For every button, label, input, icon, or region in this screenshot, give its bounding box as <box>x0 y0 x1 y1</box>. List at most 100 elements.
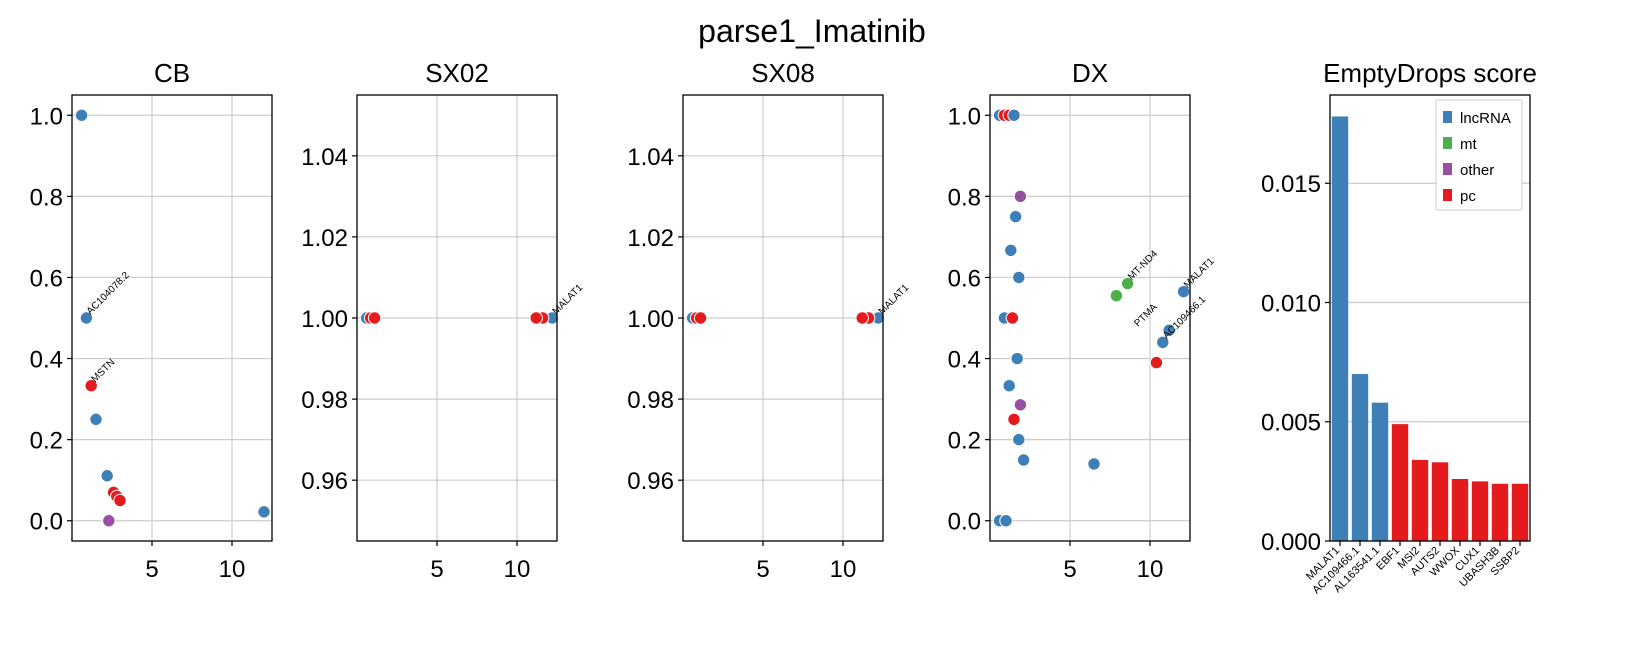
data-point <box>529 311 543 325</box>
data-point <box>79 311 94 325</box>
data-point <box>1013 189 1028 204</box>
x-tick-label: 5 <box>1063 556 1076 583</box>
bar <box>1491 483 1509 541</box>
x-tick-label: 10 <box>1137 556 1164 583</box>
data-point <box>74 108 89 122</box>
y-tick-label: 1.02 <box>301 225 348 252</box>
y-tick-label: 0.98 <box>627 387 674 414</box>
panel-sx08: SX08 0.96 0.98 1.00 1.02 1.04 5 10 MALAT1 <box>627 58 911 583</box>
axes-frame <box>989 94 1191 542</box>
panel-cb: CB 0.0 0.2 0.4 0.6 0.8 1.0 5 10 AC104078.2 MSTN <box>30 58 273 583</box>
bar <box>1511 483 1529 541</box>
data-point <box>89 412 103 427</box>
y-tick-label: 1.02 <box>627 225 674 252</box>
point-label: MSTN <box>90 357 118 385</box>
x-tick-label: EBF1 <box>1374 545 1402 573</box>
axes-frame <box>682 94 884 542</box>
x-tick-label: 5 <box>145 556 158 583</box>
y-tick-label: 0.0 <box>948 509 981 536</box>
bar <box>1471 481 1489 541</box>
bar <box>1351 374 1369 541</box>
point-label: AC109466.1 <box>1161 294 1208 341</box>
legend-label-pc: pc <box>1460 188 1476 205</box>
data-point <box>1120 276 1135 291</box>
data-point <box>1007 108 1021 122</box>
y-tick-label: 0.000 <box>1261 529 1321 556</box>
point-label: MALAT1 <box>1182 256 1217 291</box>
bar <box>1371 402 1389 541</box>
data-point <box>1013 398 1028 412</box>
legend-swatch-pc <box>1443 189 1452 201</box>
data-point <box>100 469 114 483</box>
y-tick-label: 0.010 <box>1261 290 1321 317</box>
data-point <box>84 379 98 393</box>
y-tick-label: 1.00 <box>301 306 348 333</box>
data-point <box>102 514 116 528</box>
data-point <box>1162 323 1176 337</box>
x-tick-label: 5 <box>756 556 769 583</box>
point-label: MALAT1 <box>877 282 912 317</box>
data-point <box>1002 379 1016 393</box>
panel-emptydrops-score: EmptyDrops score0.0000.0050.0100.015MALA… <box>1261 58 1537 596</box>
legend-label-lncrna: lncRNA <box>1460 110 1511 127</box>
data-point <box>1010 351 1024 366</box>
legend-box <box>1435 99 1523 211</box>
data-point <box>1004 243 1018 257</box>
y-tick-label: 0.6 <box>948 265 981 292</box>
legend: lncRNA mt other pc <box>1435 99 1523 211</box>
y-tick-label: 0.0 <box>30 509 63 536</box>
data-point <box>1005 311 1020 325</box>
panel-title: EmptyDrops score <box>1323 58 1537 88</box>
point-label: PTMA <box>1132 302 1160 330</box>
panel-title: SX02 <box>425 58 489 88</box>
data-point <box>999 514 1013 528</box>
y-tick-label: 0.2 <box>30 428 63 455</box>
y-tick-label: 0.96 <box>627 468 674 495</box>
point-label: AC104078.2 <box>85 270 132 317</box>
bar <box>1411 459 1429 541</box>
y-tick-label: 0.8 <box>30 184 63 211</box>
figure-title: parse1_Imatinib <box>698 13 926 49</box>
data-point <box>1109 289 1124 303</box>
legend-swatch-mt <box>1443 137 1452 149</box>
data-point <box>1012 432 1026 447</box>
panel-sx02: SX02 0.96 0.98 1.00 1.02 1.04 5 10 MALAT1 <box>301 58 585 583</box>
x-tick-label: 10 <box>830 556 857 583</box>
y-tick-label: 1.0 <box>948 103 981 130</box>
axes-frame <box>356 94 558 542</box>
data-point <box>257 505 271 519</box>
x-tick-label: 10 <box>219 556 246 583</box>
data-point <box>367 311 382 325</box>
y-tick-label: 1.04 <box>301 144 348 171</box>
legend-label-other: other <box>1460 162 1494 179</box>
x-tick-label: 10 <box>504 556 531 583</box>
data-point <box>1007 412 1021 427</box>
y-tick-label: 0.96 <box>301 468 348 495</box>
data-point <box>693 311 708 325</box>
legend-label-mt: mt <box>1460 136 1477 153</box>
data-point <box>855 311 869 325</box>
data-point <box>1012 270 1026 285</box>
bar <box>1391 424 1409 541</box>
bar <box>1451 478 1469 541</box>
y-tick-label: 0.8 <box>948 184 981 211</box>
data-point <box>1149 355 1164 370</box>
y-tick-label: 0.6 <box>30 265 63 292</box>
data-point <box>1087 457 1101 471</box>
y-tick-label: 0.015 <box>1261 171 1321 198</box>
panel-title: CB <box>154 58 190 88</box>
y-tick-label: 0.4 <box>948 347 981 374</box>
y-tick-label: 0.2 <box>948 428 981 455</box>
bar <box>1431 462 1449 541</box>
data-point <box>1008 209 1023 224</box>
data-point <box>1016 453 1031 467</box>
panel-title: DX <box>1072 58 1108 88</box>
panel-title: SX08 <box>751 58 815 88</box>
axes-frame <box>71 94 273 542</box>
bar <box>1331 116 1349 541</box>
point-label: MALAT1 <box>551 282 586 317</box>
y-tick-label: 0.4 <box>30 347 63 374</box>
y-tick-label: 0.98 <box>301 387 348 414</box>
y-tick-label: 1.04 <box>627 144 674 171</box>
